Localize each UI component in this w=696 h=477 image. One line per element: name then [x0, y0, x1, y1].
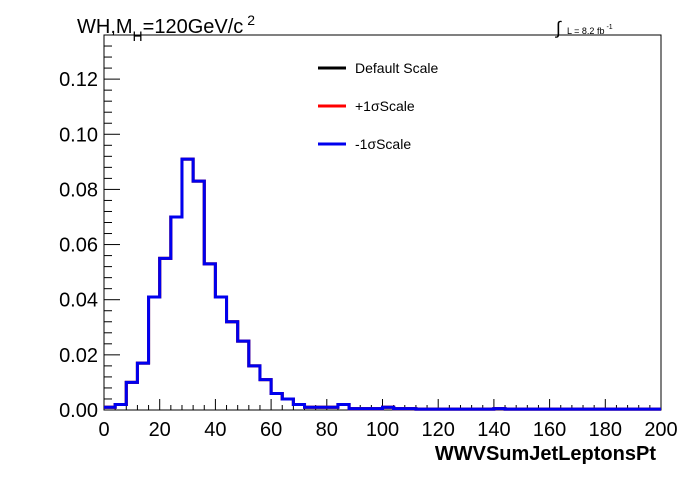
x-axis: 0 20 40 60 80 100 120 140 160 180 200	[98, 399, 678, 441]
x-tick-label: 80	[316, 419, 338, 441]
y-tick-label: 0.02	[59, 345, 98, 367]
legend-entry-label: +1σScale	[355, 98, 415, 114]
x-tick-label: 0	[98, 419, 109, 441]
x-tick-label: 140	[477, 419, 510, 441]
x-tick-label: 120	[422, 419, 455, 441]
y-tick-label: 0.12	[59, 69, 98, 91]
x-tick-label: 180	[589, 419, 622, 441]
title-rest: =120GeV/c	[143, 16, 244, 38]
y-tick-label: 0.08	[59, 179, 98, 201]
lumi-integral-symbol: ∫	[554, 18, 562, 38]
title-superscript: 2	[247, 12, 255, 28]
y-tick-label: 0.00	[59, 400, 98, 422]
y-tick-label: 0.06	[59, 235, 98, 257]
x-tick-label: 60	[260, 419, 282, 441]
series-layer	[104, 157, 661, 411]
legend: Default Scale +1σScale -1σScale	[318, 60, 438, 152]
y-tick-label: 0.04	[59, 290, 98, 312]
lumi-superscript: -1	[606, 24, 612, 31]
y-tick-label: 0.10	[59, 124, 98, 146]
chart-title: WH,MH=120GeV/c 2	[77, 12, 255, 44]
x-tick-label: 20	[149, 419, 171, 441]
x-axis-label: WWVSumJetLeptonsPt	[435, 443, 656, 465]
x-tick-label: 40	[204, 419, 226, 441]
title-subscript: H	[133, 28, 143, 44]
lumi-label: L = 8.2 fb -1	[567, 24, 613, 36]
legend-entry-label: -1σScale	[355, 136, 411, 152]
lumi-text: L = 8.2 fb	[567, 26, 604, 36]
x-tick-label: 160	[533, 419, 566, 441]
legend-entry-label: Default Scale	[355, 60, 438, 76]
title-main: WH,M	[77, 16, 133, 38]
x-tick-label: 200	[644, 419, 677, 441]
y-axis: 0.00 0.02 0.04 0.06 0.08 0.10 0.12	[59, 34, 120, 422]
series-line	[104, 157, 661, 411]
x-tick-label: 100	[366, 419, 399, 441]
